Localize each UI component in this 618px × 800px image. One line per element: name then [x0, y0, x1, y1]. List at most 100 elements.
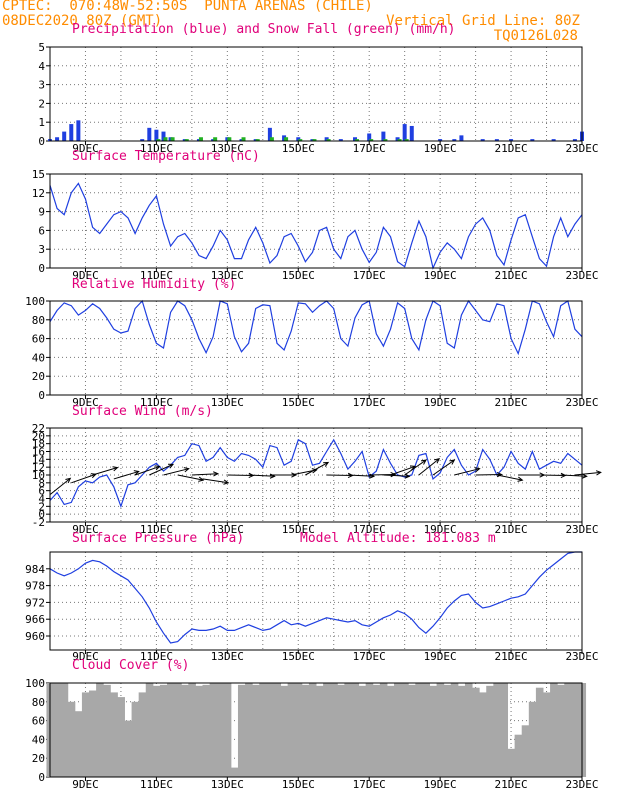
cloud-cover-bar — [464, 683, 473, 777]
wind-arrow — [432, 459, 455, 476]
x-tick-label: 17DEC — [353, 269, 386, 282]
header-code: TQ0126L028 — [493, 28, 578, 44]
cloud-cover-bar — [365, 683, 374, 777]
wind-arrow — [71, 473, 96, 484]
cloud-cover-bar — [195, 685, 204, 777]
snow-bar — [355, 139, 360, 141]
cloud-cover-bar — [301, 684, 310, 777]
wind-arrow-head — [434, 458, 441, 464]
y-tick-label: 20 — [32, 370, 45, 383]
x-tick-label: 9DEC — [72, 396, 99, 409]
cloud-cover-bar — [273, 683, 282, 777]
cloud-cover-bar — [415, 683, 423, 777]
wind-arrow-head — [291, 472, 298, 478]
snow-bar — [241, 137, 246, 141]
cloud-cover-bar — [103, 684, 111, 777]
cloud-cover-bar — [74, 711, 83, 777]
wind-arrow — [49, 477, 71, 495]
y-tick-label: 20 — [32, 430, 45, 443]
cloud-cover-bar — [564, 683, 572, 777]
x-tick-label: 17DEC — [353, 396, 386, 409]
panel-frame — [49, 551, 583, 651]
precip-bar — [62, 131, 67, 141]
x-tick-label: 11DEC — [140, 396, 173, 409]
wind-arrow — [305, 462, 329, 476]
precip-bar — [551, 139, 556, 141]
precip-bar — [140, 139, 145, 141]
x-tick-label: 11DEC — [140, 778, 173, 791]
wind-arrow-head — [154, 465, 161, 471]
x-tick-label: 13DEC — [211, 396, 244, 409]
y-tick-label: 40 — [32, 351, 45, 364]
x-tick-label: 21DEC — [495, 269, 528, 282]
series-line — [49, 182, 583, 270]
snow-bar — [198, 137, 203, 141]
cloud-cover-bar — [550, 683, 558, 777]
panel-title: Precipitation (blue) and Snow Fall (gree… — [72, 22, 456, 37]
wind-arrow-head — [213, 471, 219, 477]
cloud-cover-bar — [294, 683, 303, 777]
wind-arrow-head — [390, 471, 397, 478]
wind-arrow — [404, 459, 427, 476]
cloud-cover-bar — [386, 685, 395, 777]
y-tick-label: 6 — [38, 485, 45, 498]
x-tick-label: 17DEC — [353, 650, 386, 663]
y-tick-label: 3 — [38, 79, 45, 92]
wind-arrow — [113, 470, 139, 480]
cloud-cover-bar — [479, 692, 487, 777]
y-tick-label: 4 — [38, 493, 45, 506]
x-tick-label: 21DEC — [495, 778, 528, 791]
wind-arrow-head — [420, 459, 427, 465]
x-tick-label: 11DEC — [140, 523, 173, 536]
precip-bar — [267, 127, 272, 141]
snow-bar — [255, 139, 260, 141]
x-tick-label: 19DEC — [424, 650, 457, 663]
y-tick-label: 10 — [32, 469, 45, 482]
x-tick-label: 11DEC — [140, 142, 173, 155]
x-tick-label: 11DEC — [140, 650, 173, 663]
snow-bar — [312, 139, 317, 141]
panel-title: Surface Pressure (hPa) — [72, 531, 244, 546]
cloud-cover-bar — [401, 683, 409, 777]
cloud-cover-bar — [337, 684, 345, 777]
cloud-cover-bar — [138, 692, 147, 777]
cloud-cover-bar — [507, 748, 516, 777]
cloud-cover-bar — [344, 683, 352, 777]
x-tick-label: 21DEC — [495, 523, 528, 536]
y-tick-label: 18 — [32, 438, 45, 451]
panel-frame — [49, 46, 583, 142]
cloud-cover-bar — [287, 683, 296, 777]
precip-bar — [55, 137, 60, 141]
cloud-cover-bar — [379, 683, 388, 777]
y-tick-label: 100 — [25, 295, 45, 308]
x-tick-label: 9DEC — [72, 778, 99, 791]
cloud-cover-bar — [237, 684, 246, 777]
wind-arrow-head — [198, 476, 205, 482]
wind-arrow-head — [183, 467, 190, 473]
y-tick-label: -2 — [32, 516, 45, 529]
y-tick-label: 0 — [38, 508, 45, 521]
cloud-cover-bar — [542, 692, 551, 777]
panel-frame — [49, 427, 583, 523]
y-tick-label: 40 — [32, 733, 45, 746]
cloud-cover-bar — [372, 684, 381, 777]
precip-bar — [572, 139, 577, 141]
panel-frame — [49, 682, 583, 778]
cloud-cover-bar — [159, 684, 168, 777]
x-tick-label: 19DEC — [424, 396, 457, 409]
cloud-cover-bar — [316, 685, 324, 777]
cloud-cover-bar — [486, 685, 494, 777]
x-tick-label: 15DEC — [282, 142, 315, 155]
x-tick-label: 15DEC — [282, 396, 315, 409]
precip-bar — [76, 120, 81, 141]
cloud-cover-bar — [493, 683, 501, 777]
precip-bar — [338, 139, 343, 141]
wind-arrow — [177, 474, 204, 481]
x-tick-label: 9DEC — [72, 650, 99, 663]
cloud-cover-bar — [216, 683, 225, 777]
x-tick-label: 11DEC — [140, 269, 173, 282]
x-tick-label: 23DEC — [565, 396, 598, 409]
wind-arrow-head — [112, 466, 119, 472]
x-tick-label: 17DEC — [353, 523, 386, 536]
cloud-cover-bar — [174, 683, 182, 777]
